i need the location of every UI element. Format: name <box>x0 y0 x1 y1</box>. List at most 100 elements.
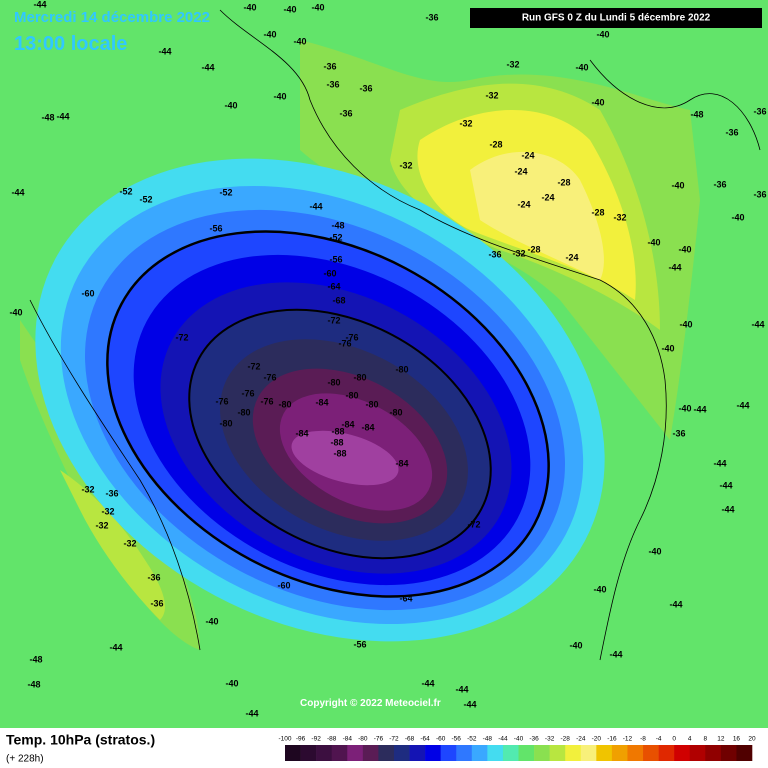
legend-tick-label: -4 <box>656 736 662 743</box>
contour-label: -40 <box>273 91 286 101</box>
contour-label: -40 <box>678 244 691 254</box>
contour-label: -28 <box>591 207 604 217</box>
legend-swatch <box>705 745 722 761</box>
contour-label: -44 <box>721 504 734 514</box>
legend-swatch <box>471 745 488 761</box>
legend-swatch <box>378 745 395 761</box>
coastlines <box>29 9 761 661</box>
legend-tick-label: 16 <box>733 736 741 743</box>
legend-swatch <box>393 745 410 761</box>
legend-swatch <box>502 745 519 761</box>
contour-label: -36 <box>147 572 160 582</box>
local-time: 13:00 locale <box>14 33 127 55</box>
legend-swatch <box>580 745 597 761</box>
contour-label: -64 <box>399 593 412 603</box>
legend-tick-label: -96 <box>296 736 306 743</box>
contour-label: -40 <box>243 2 256 12</box>
contour-label: -32 <box>101 506 114 516</box>
legend-swatch <box>689 745 706 761</box>
legend-tick-label: -56 <box>452 736 462 743</box>
contour-label: -80 <box>389 407 402 417</box>
contour-label: -40 <box>283 4 296 14</box>
legend-swatch <box>456 745 473 761</box>
contour-label: -44 <box>33 0 46 9</box>
legend-swatch <box>300 745 317 761</box>
contour-label: -40 <box>593 584 606 594</box>
contour-label: -40 <box>569 640 582 650</box>
contour-label: -40 <box>661 343 674 353</box>
contour-label: -40 <box>311 2 324 12</box>
contour-label: -80 <box>237 407 250 417</box>
contour-label: -72 <box>247 361 260 371</box>
contour-label: -80 <box>353 372 366 382</box>
contour-label: -32 <box>485 90 498 100</box>
run-info: Run GFS 0 Z du Lundi 5 décembre 2022 <box>522 13 711 24</box>
contour-label: -40 <box>648 546 661 556</box>
contour-label: -40 <box>647 237 660 247</box>
polar-vortex <box>35 158 605 642</box>
legend-tick-label: -20 <box>592 736 602 743</box>
contour-label: -84 <box>361 422 374 432</box>
contour-label: -76 <box>338 338 351 348</box>
contour-label: -36 <box>753 106 766 116</box>
contour-label: -88 <box>330 437 343 447</box>
contour-label: -72 <box>327 315 340 325</box>
legend-swatch <box>643 745 659 761</box>
contour-label: -60 <box>323 268 336 278</box>
legend-swatch <box>347 745 364 761</box>
contour-label: -40 <box>591 97 604 107</box>
contour-label: -32 <box>95 520 108 530</box>
contour-label: -80 <box>278 399 291 409</box>
contour-label: -48 <box>27 679 40 689</box>
contour-label: -44 <box>693 404 706 414</box>
contour-label: -48 <box>29 654 42 664</box>
contour-label: -24 <box>565 252 578 262</box>
contour-label: -40 <box>678 403 691 413</box>
contour-label: -72 <box>467 519 480 529</box>
legend-swatch <box>720 745 737 761</box>
contour-label: -44 <box>309 201 322 211</box>
contour-label: -68 <box>332 295 345 305</box>
contour-label: -76 <box>260 396 273 406</box>
contour-label: -52 <box>329 232 342 242</box>
run-box <box>470 8 762 28</box>
contour-label: -40 <box>671 180 684 190</box>
contour-label: -44 <box>109 642 122 652</box>
legend-tick-label: -68 <box>405 736 415 743</box>
legend-swatch <box>611 745 628 761</box>
contour-label: -36 <box>105 488 118 498</box>
contour-label: -76 <box>215 396 228 406</box>
contour-label: -24 <box>541 192 554 202</box>
contour-label: -44 <box>751 319 764 329</box>
contour-label: -36 <box>326 79 339 89</box>
legend-tick-label: -8 <box>640 736 646 743</box>
contour-label: -88 <box>331 426 344 436</box>
legend-swatch <box>736 745 753 761</box>
legend-tick-label: -80 <box>358 736 368 743</box>
legend-tick-label: -44 <box>498 736 508 743</box>
legend-tick-label: -28 <box>560 736 570 743</box>
legend-tick-label: 8 <box>703 736 707 743</box>
vortex-core <box>291 430 399 486</box>
legend-tick-label: -100 <box>278 736 291 743</box>
contour-label: -44 <box>719 480 732 490</box>
contour-label: -36 <box>339 108 352 118</box>
legend-tick-label: -32 <box>545 736 555 743</box>
legend-swatch <box>362 745 379 761</box>
contour-line <box>188 308 492 560</box>
contour-label: -40 <box>225 678 238 688</box>
contour-label: -32 <box>459 118 472 128</box>
legend-swatch <box>658 745 675 761</box>
contour-label: -24 <box>514 166 527 176</box>
contour-label: -40 <box>293 36 306 46</box>
legend-swatch <box>627 745 644 761</box>
contour-label: -80 <box>365 399 378 409</box>
contour-label: -36 <box>425 12 438 22</box>
contour-label: -32 <box>399 160 412 170</box>
contour-label: -36 <box>488 249 501 259</box>
contour-label: -36 <box>672 428 685 438</box>
contour-label: -48 <box>331 220 344 230</box>
contour-label: -36 <box>725 127 738 137</box>
contour-label: -48 <box>41 112 54 122</box>
